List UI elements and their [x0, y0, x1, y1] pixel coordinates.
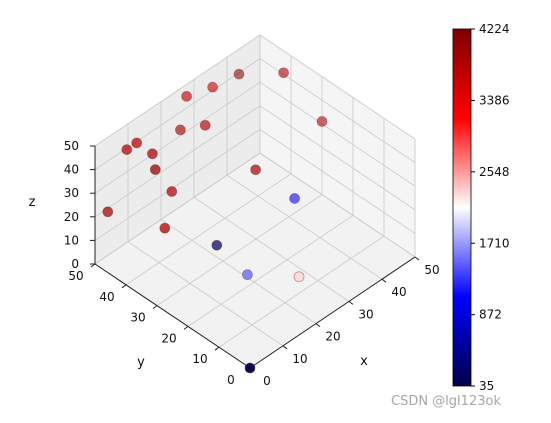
colorbar-tick-label: 1710: [479, 236, 510, 250]
z-tick-label: 50: [64, 139, 79, 153]
grid-line: [226, 174, 383, 280]
x-axis-label: x: [360, 354, 368, 369]
scatter-point: [174, 124, 186, 136]
grid-line: [94, 34, 261, 147]
y-tick-label: 10: [192, 352, 207, 366]
grid-line: [259, 152, 416, 258]
x-tick-label: 10: [292, 352, 307, 366]
scatter-point: [149, 164, 161, 175]
scatter-point: [244, 362, 256, 374]
z-axis-label: z: [29, 195, 36, 210]
tick-mark: [183, 325, 189, 330]
grid-line: [125, 173, 292, 286]
grid-line: [156, 194, 323, 306]
colorbar-tick-label: 872: [479, 308, 502, 322]
y-tick-label: 40: [99, 290, 114, 304]
tick-mark: [214, 346, 220, 351]
colorbar-ticks: 35 872 1710 2548 3386 4224: [471, 22, 510, 393]
grid-line: [127, 241, 284, 347]
grid-line: [259, 105, 416, 211]
watermark-text: CSDN @lgl123ok: [391, 394, 501, 409]
grid-line: [259, 81, 416, 187]
scatter-point: [181, 90, 193, 102]
scatter-point: [146, 148, 158, 160]
tick-mark: [381, 278, 387, 283]
y-axis-line: [94, 263, 251, 369]
grid-line: [94, 81, 261, 194]
z-tick-label: 40: [64, 163, 79, 177]
scatter-point: [207, 81, 219, 93]
scatter-point: [121, 144, 133, 156]
colorbar: 35 872 1710 2548 3386 4224: [452, 22, 510, 393]
tick-mark: [414, 256, 420, 261]
scatter-point: [289, 193, 301, 204]
y-tick-label: 50: [68, 269, 83, 283]
scatter-point: [131, 137, 143, 149]
colorbar-gradient: [452, 28, 472, 387]
colorbar-tick-label: 2548: [479, 165, 510, 179]
z-tick-label: 30: [64, 186, 79, 200]
grid-line: [193, 197, 350, 302]
scatter-point: [233, 68, 245, 80]
tick-mark: [315, 323, 321, 328]
x-tick-label: 20: [325, 330, 340, 344]
tick-mark: [152, 305, 158, 310]
scatter-point: [278, 67, 290, 79]
scatter-point: [316, 116, 328, 127]
grid-line: [94, 129, 261, 241]
grid-line: [160, 219, 317, 324]
y-tick-label: 30: [130, 311, 145, 325]
x-tick-label: 0: [263, 374, 271, 388]
x-tick-label: 40: [391, 285, 406, 299]
colorbar-tick-label: 4224: [479, 22, 510, 36]
tick-mark: [282, 345, 288, 350]
z-tick-label: 0: [71, 257, 79, 271]
scatter-point: [159, 222, 171, 234]
grid-line: [187, 215, 354, 327]
grid-line: [259, 129, 416, 234]
x-tick-label: 50: [424, 263, 439, 277]
scatter-point: [199, 119, 211, 131]
z-tick-label: 10: [64, 233, 79, 247]
tick-mark: [348, 300, 354, 305]
z-tick-label: 20: [64, 210, 79, 224]
grid-line: [259, 34, 416, 140]
grid-line: [94, 105, 261, 218]
tick-mark: [121, 284, 127, 289]
scatter-point: [293, 271, 305, 283]
colorbar-tick-label: 35: [479, 379, 494, 393]
scatter-point: [211, 239, 223, 251]
scatter-point: [250, 164, 262, 176]
x-tick-label: 30: [358, 307, 373, 321]
grid-line: [218, 235, 385, 348]
y-axis-label: y: [137, 355, 145, 370]
data-points: [102, 67, 328, 374]
scatter-point: [166, 186, 178, 197]
colorbar-tick-label: 3386: [479, 93, 510, 107]
grid-lines: [94, 34, 416, 369]
x-axis-line: [249, 256, 416, 369]
scatter-point: [241, 269, 253, 281]
scatter-point: [102, 206, 114, 218]
y-tick-label: 0: [227, 373, 235, 387]
grid-line: [94, 152, 261, 265]
y-tick-label: 20: [161, 331, 176, 345]
axis-lines: [94, 146, 416, 369]
